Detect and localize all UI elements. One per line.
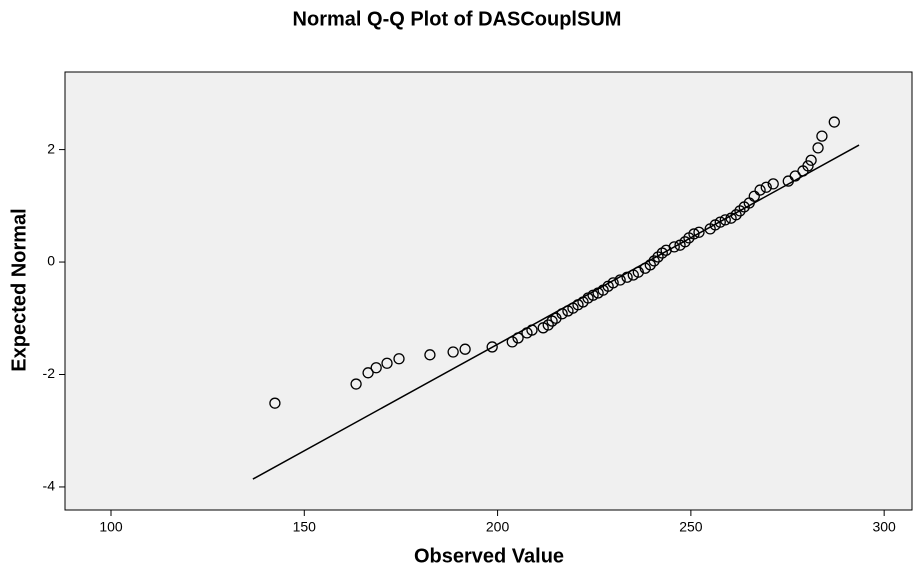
point <box>607 277 619 289</box>
y-axis-label: Expected Normal <box>8 208 30 371</box>
point <box>526 324 538 336</box>
y-tick-label: -2 <box>43 365 56 381</box>
point <box>614 274 626 286</box>
point <box>587 289 599 301</box>
point <box>816 130 828 142</box>
point <box>693 226 705 238</box>
x-tick-label: 200 <box>486 519 510 535</box>
point <box>447 346 459 358</box>
point <box>714 216 726 228</box>
point <box>621 271 633 283</box>
chart-title: Normal Q-Q Plot of DASCouplSUM <box>293 8 622 30</box>
point <box>506 336 518 348</box>
x-tick-label: 300 <box>872 519 896 535</box>
y-tick-label: 2 <box>47 140 55 156</box>
point <box>812 142 824 154</box>
point <box>679 236 691 248</box>
point <box>486 341 498 353</box>
x-tick-label: 250 <box>679 519 703 535</box>
point <box>362 367 374 379</box>
point <box>668 241 680 253</box>
y-tick-label: 0 <box>47 253 55 269</box>
point <box>789 170 801 182</box>
plot-area <box>64 71 913 511</box>
point <box>828 116 840 128</box>
point <box>542 319 554 331</box>
point <box>269 397 281 409</box>
point <box>370 362 382 374</box>
point <box>350 378 362 390</box>
point <box>802 160 814 172</box>
point <box>512 332 524 344</box>
x-axis-label: Observed Value <box>414 545 564 567</box>
point <box>805 154 817 166</box>
x-tick-label: 100 <box>99 519 123 535</box>
point <box>424 349 436 361</box>
reference-line <box>252 144 860 480</box>
point <box>730 209 742 221</box>
point <box>719 214 731 226</box>
point <box>767 178 779 190</box>
point <box>556 308 568 320</box>
point <box>688 228 700 240</box>
point <box>754 184 766 196</box>
point <box>760 181 772 193</box>
y-tick-label: -4 <box>43 478 56 494</box>
point <box>748 190 760 202</box>
point <box>648 255 660 267</box>
point <box>459 343 471 355</box>
x-tick-label: 150 <box>293 519 317 535</box>
point <box>644 259 656 271</box>
point <box>381 357 393 369</box>
point <box>393 353 405 365</box>
